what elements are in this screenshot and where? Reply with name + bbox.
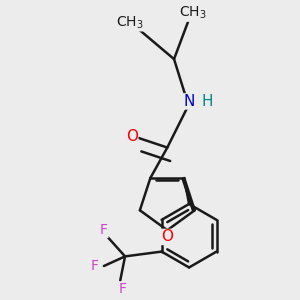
Text: O: O: [161, 230, 173, 244]
Text: F: F: [90, 259, 98, 273]
Text: F: F: [118, 282, 126, 296]
Text: CH$_3$: CH$_3$: [179, 5, 207, 21]
Text: CH$_3$: CH$_3$: [116, 14, 144, 31]
Text: O: O: [126, 130, 138, 145]
Text: F: F: [100, 224, 108, 237]
Text: H: H: [202, 94, 213, 109]
Text: N: N: [184, 94, 195, 109]
